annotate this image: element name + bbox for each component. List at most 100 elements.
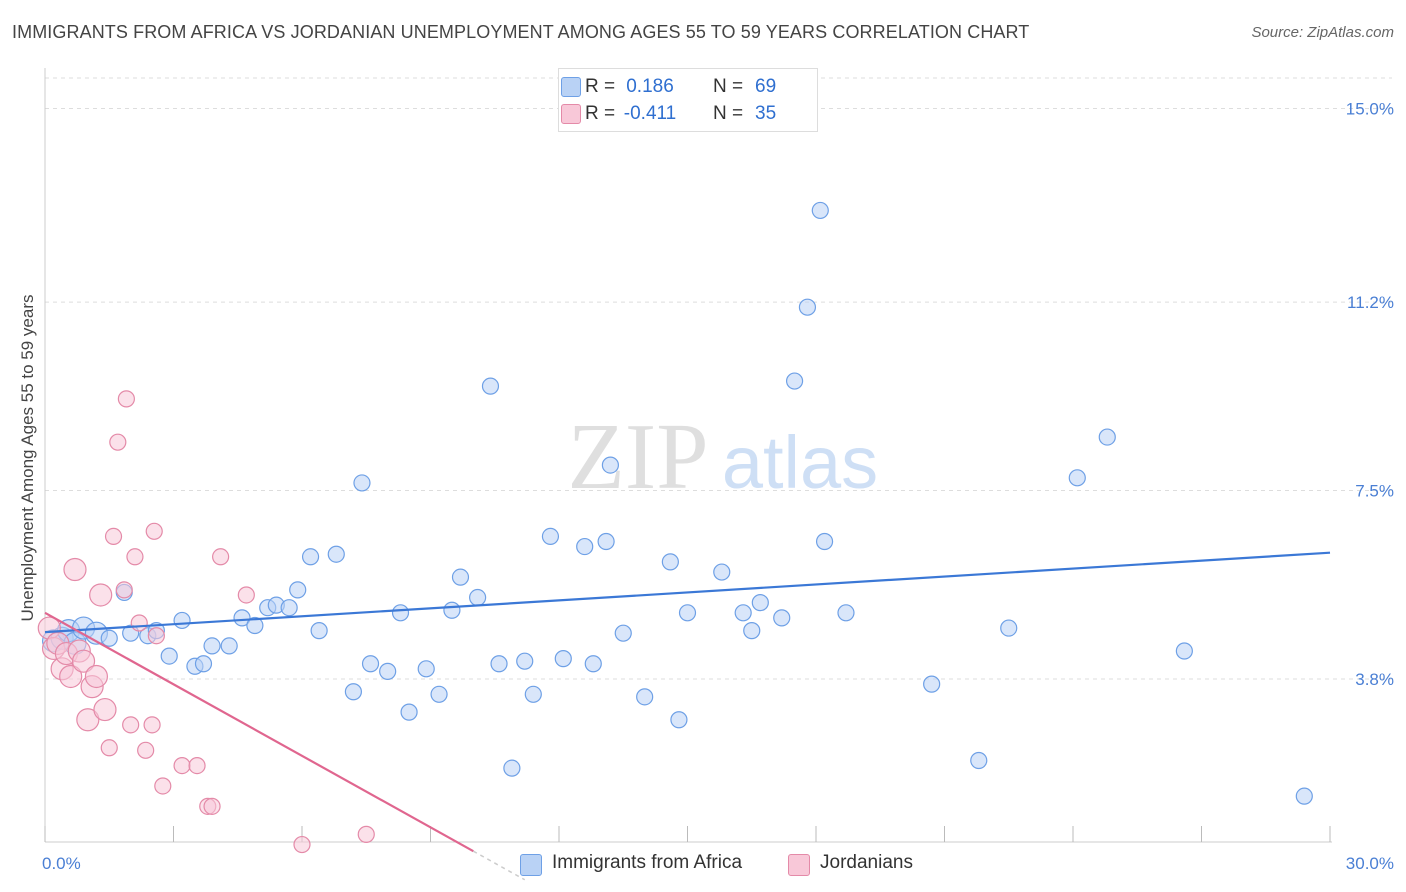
jordanians-point	[173, 756, 191, 775]
bottom-legend-africa: Immigrants from Africa	[520, 852, 742, 876]
africa-point	[194, 655, 213, 673]
x-tick-labels: 0.0% 30.0%	[42, 854, 1394, 873]
legend-r-value-africa: 0.186	[626, 76, 674, 97]
africa-point	[1000, 619, 1018, 637]
africa-point	[1098, 428, 1116, 446]
source-credit: Source: ZipAtlas.com	[1251, 24, 1394, 41]
africa-point	[524, 685, 542, 703]
watermark-zip: ZIP	[568, 405, 709, 509]
jordanians-point	[154, 777, 172, 795]
x-tick-label-min: 0.0%	[42, 854, 81, 873]
jordanians-point	[137, 741, 155, 759]
jordanians-point	[147, 627, 165, 645]
jordanians-point	[237, 586, 255, 604]
africa-point	[576, 537, 594, 556]
axes	[44, 68, 1332, 843]
legend-n-value-africa: 69	[755, 76, 777, 97]
jordanians-point	[104, 527, 123, 546]
legend-r-label: R =	[585, 76, 616, 97]
africa-point	[400, 703, 418, 721]
jordanians-point	[115, 581, 133, 599]
africa-point	[246, 616, 264, 635]
africa-point	[289, 581, 307, 599]
africa-point	[490, 655, 508, 673]
africa-point	[743, 622, 761, 640]
africa-point	[815, 532, 834, 551]
jordanians-point	[130, 614, 148, 632]
africa-point	[1068, 469, 1086, 487]
legend-row-jordanians: R = -0.411 N = 35	[561, 102, 776, 126]
africa-point	[601, 456, 620, 474]
jordanians-point	[93, 697, 117, 722]
y-axis-label: Unemployment Among Ages 55 to 59 years	[18, 295, 37, 622]
africa-point	[734, 604, 752, 622]
africa-point	[678, 604, 697, 622]
africa-point	[361, 655, 380, 673]
africa-point	[584, 655, 602, 673]
africa-point	[751, 594, 769, 612]
africa-point	[353, 474, 371, 492]
jordanians-point	[89, 583, 113, 607]
africa-point	[173, 611, 191, 630]
jordanians-point	[109, 433, 127, 451]
y-tick-label: 15.0%	[1346, 100, 1394, 119]
africa-point	[451, 568, 470, 586]
legend-n-label: N =	[713, 76, 744, 97]
legend-r-value-jordanians: -0.411	[623, 103, 677, 124]
africa-point	[417, 660, 435, 678]
africa-point	[798, 298, 817, 316]
jordanians-point	[122, 716, 140, 734]
jordanians-point	[212, 548, 230, 566]
africa-point	[233, 609, 251, 627]
africa-point	[970, 751, 988, 770]
africa-point	[516, 652, 534, 670]
jordanians-point	[63, 557, 87, 582]
africa-point	[443, 601, 461, 619]
chart-title: IMMIGRANTS FROM AFRICA VS JORDANIAN UNEM…	[12, 22, 1030, 42]
africa-point	[100, 629, 118, 647]
bottom-legend-jordanians: Jordanians	[788, 852, 913, 876]
africa-point	[1295, 787, 1313, 805]
africa-point	[713, 563, 731, 581]
jordanians-point	[126, 548, 144, 566]
bottom-legend-label-jordanians: Jordanians	[820, 852, 913, 873]
africa-point	[503, 759, 521, 777]
jordanians-trend-extension	[472, 850, 526, 881]
legend-swatch-africa	[561, 77, 581, 97]
africa-point	[301, 548, 320, 566]
africa-point	[469, 588, 487, 607]
y-tick-label: 7.5%	[1355, 482, 1394, 501]
y-tick-label: 11.2%	[1347, 293, 1394, 312]
bottom-legend-swatch-jordanians	[788, 854, 810, 876]
jordanians-trend-line	[44, 611, 474, 853]
jordanians-point	[84, 664, 109, 689]
africa-point	[773, 609, 791, 627]
africa-point	[379, 662, 397, 680]
jordanians-point	[71, 649, 96, 673]
bottom-legend-swatch-africa	[520, 854, 542, 876]
watermark-atlas: atlas	[722, 421, 878, 504]
jordanians-point	[76, 708, 100, 732]
africa-point	[280, 599, 298, 617]
africa-point	[430, 685, 448, 703]
africa-point	[203, 637, 221, 655]
africa-point	[597, 532, 615, 551]
jordanians-point	[293, 835, 311, 854]
africa-point	[837, 604, 855, 622]
africa-point	[310, 622, 328, 640]
jordanians-point	[188, 756, 206, 775]
africa-point	[160, 647, 178, 665]
africa-point	[220, 637, 238, 655]
jordanians-point	[145, 522, 163, 540]
africa-point	[481, 377, 500, 395]
africa-point	[327, 545, 345, 563]
legend-r-label: R =	[585, 103, 616, 124]
y-tick-label: 3.8%	[1355, 670, 1394, 689]
legend-swatch-jordanians	[561, 104, 581, 124]
africa-point	[1175, 642, 1193, 660]
africa-point	[661, 553, 679, 571]
africa-point	[670, 711, 688, 729]
africa-point	[614, 624, 632, 642]
jordanians-point	[100, 739, 118, 757]
